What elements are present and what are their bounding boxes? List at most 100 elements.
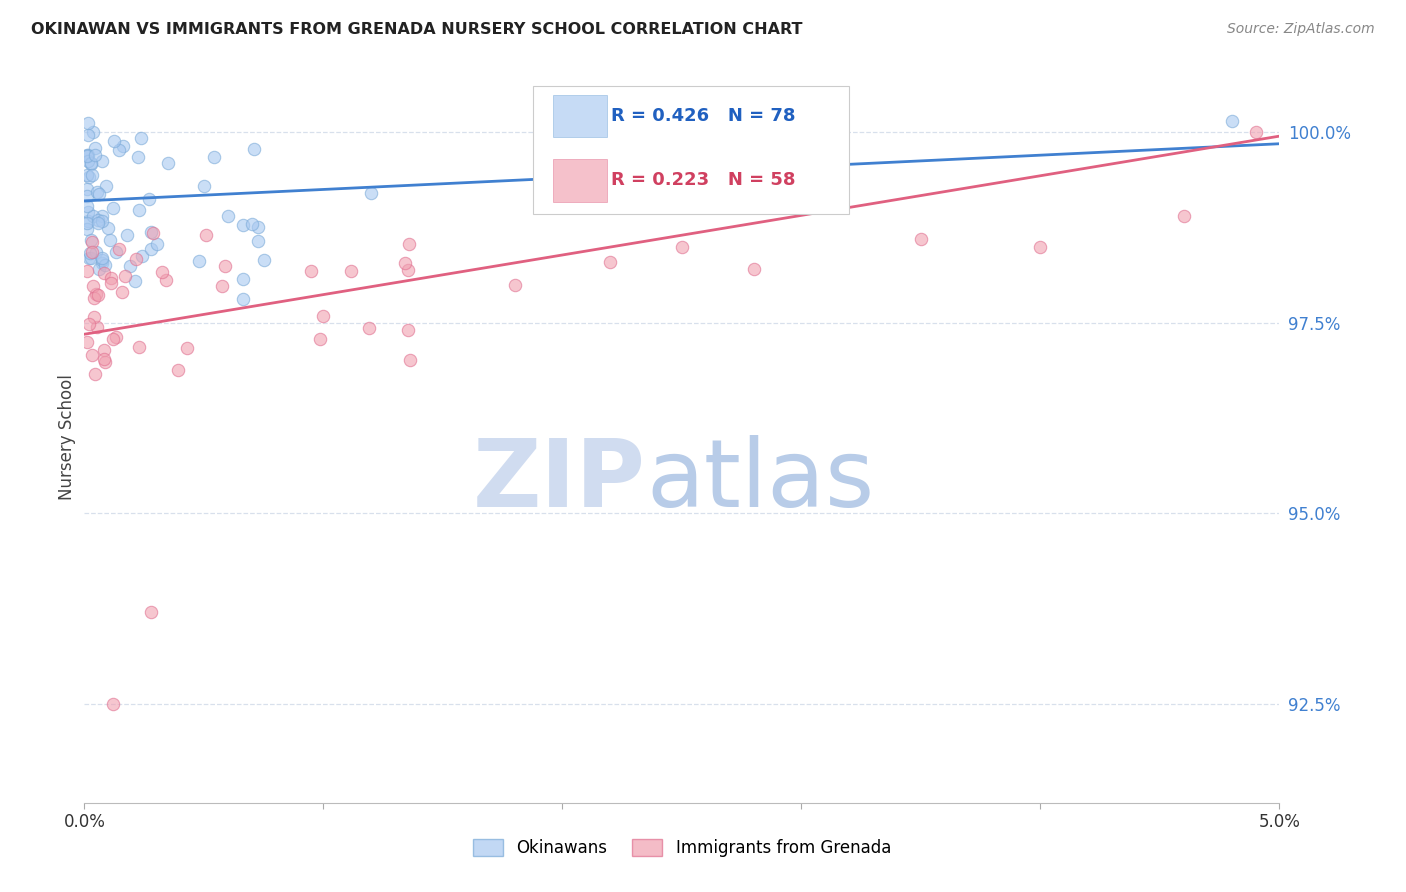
Point (103, 134, 125, 148)
Point (394, 256, 416, 270)
Point (232, 218, 254, 232)
Point (176, 341, 198, 355)
Point (82, 279, 104, 293)
Point (77, 169, 100, 184)
Point (77, 128, 100, 142)
Point (77, 154, 100, 169)
Point (211, 278, 233, 293)
Point (398, 323, 420, 337)
Point (120, 259, 142, 273)
FancyBboxPatch shape (533, 86, 849, 214)
Point (87, 213, 110, 227)
Point (93, 343, 115, 357)
Point (87, 261, 110, 276)
Point (80, 168, 103, 182)
Point (105, 330, 128, 344)
Y-axis label: Nursery School: Nursery School (58, 374, 76, 500)
Point (82, 209, 104, 223)
Point (247, 234, 270, 248)
Point (671, 239, 693, 253)
Legend: Okinawans, Immigrants from Grenada: Okinawans, Immigrants from Grenada (467, 832, 897, 864)
Point (98, 233, 121, 247)
FancyBboxPatch shape (553, 95, 607, 137)
Point (117, 228, 139, 243)
Point (1029, 239, 1052, 253)
Point (84, 245, 107, 260)
Point (82, 126, 104, 140)
Point (141, 605, 163, 619)
Point (80, 252, 103, 266)
Point (299, 263, 322, 277)
Point (309, 332, 332, 346)
Point (340, 264, 363, 278)
Point (124, 274, 146, 288)
Text: Source: ZipAtlas.com: Source: ZipAtlas.com (1227, 22, 1375, 37)
Point (76, 264, 98, 278)
Point (111, 285, 134, 299)
Point (77, 116, 100, 130)
Point (157, 155, 180, 169)
Point (129, 130, 152, 145)
Point (76, 182, 98, 196)
Point (83, 310, 105, 325)
Point (599, 255, 621, 269)
Point (77, 317, 100, 331)
Point (90, 252, 112, 267)
Point (202, 150, 225, 164)
Point (83, 367, 105, 381)
Point (94, 258, 117, 272)
Point (187, 254, 209, 268)
Point (360, 186, 382, 201)
Point (80, 157, 103, 171)
Point (398, 353, 420, 368)
Point (150, 265, 173, 279)
Point (96, 179, 118, 194)
Point (77, 252, 100, 266)
Point (97, 220, 120, 235)
Point (76, 204, 98, 219)
Point (90, 210, 112, 224)
Point (398, 237, 420, 252)
Point (232, 292, 254, 306)
Point (141, 242, 163, 256)
Point (145, 237, 167, 252)
Point (100, 276, 122, 290)
Point (240, 217, 263, 231)
Point (214, 259, 236, 273)
Point (127, 150, 149, 164)
Point (80, 233, 103, 247)
Point (128, 340, 150, 354)
Point (217, 209, 239, 223)
Point (125, 252, 148, 266)
Point (84, 287, 107, 301)
Point (359, 321, 381, 335)
Point (101, 697, 124, 711)
Point (101, 332, 124, 346)
Point (82, 244, 104, 259)
Point (232, 272, 254, 286)
Point (107, 143, 129, 157)
Point (167, 363, 190, 377)
Point (104, 244, 127, 259)
Point (114, 268, 136, 283)
Point (503, 277, 526, 292)
Point (80, 156, 103, 170)
Point (90, 256, 112, 270)
Point (155, 272, 177, 286)
Point (76, 222, 98, 236)
Point (76, 189, 98, 203)
Point (128, 203, 150, 218)
Point (131, 249, 153, 263)
Point (142, 227, 165, 241)
Point (312, 310, 335, 324)
Point (84, 148, 107, 162)
Point (82, 348, 104, 362)
Point (138, 192, 160, 206)
Point (87, 216, 110, 230)
Point (108, 242, 131, 256)
Point (84, 141, 107, 155)
Point (82, 235, 104, 250)
Text: R = 0.223   N = 58: R = 0.223 N = 58 (612, 171, 796, 189)
Point (111, 139, 134, 153)
Point (79, 246, 101, 260)
